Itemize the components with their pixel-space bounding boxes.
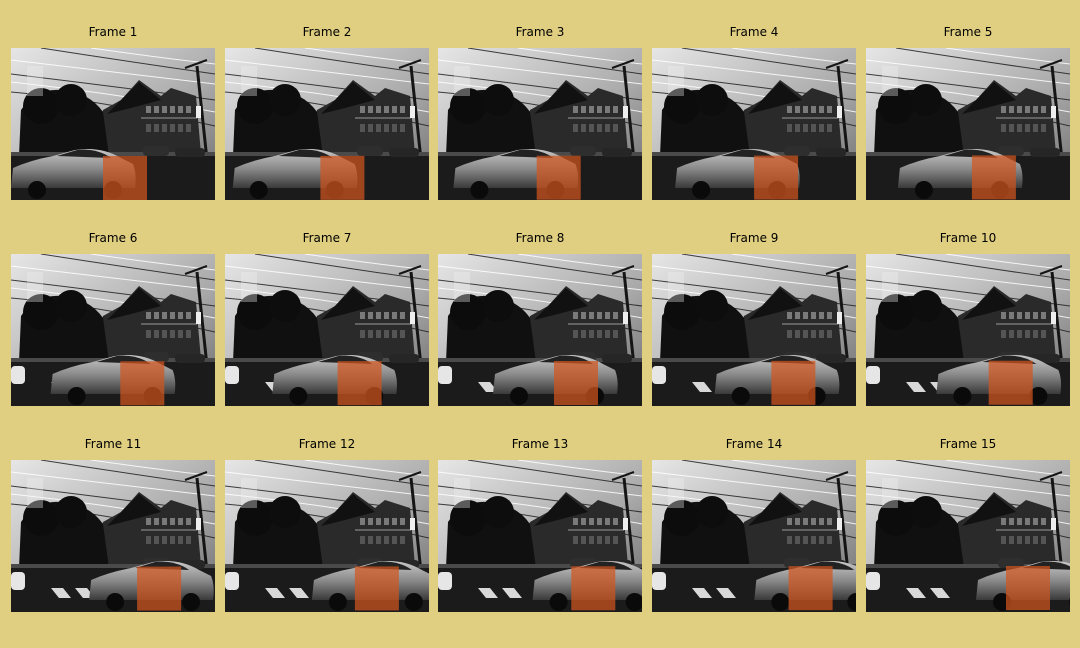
tracking-box xyxy=(137,566,182,611)
frame-title: Frame 3 xyxy=(515,25,565,39)
tracking-box xyxy=(1006,566,1050,610)
tracking-box xyxy=(120,361,165,406)
street-photo xyxy=(866,48,1070,200)
frame-title: Frame 6 xyxy=(88,231,138,245)
frame-title: Frame 15 xyxy=(939,437,997,451)
street-photo xyxy=(438,460,642,612)
street-photo xyxy=(866,460,1070,612)
tracking-box xyxy=(103,156,147,200)
frame-title: Frame 13 xyxy=(511,437,569,451)
tracking-box xyxy=(554,361,598,405)
frame-title: Frame 1 xyxy=(88,25,138,39)
tracking-box xyxy=(571,566,616,611)
frame-title: Frame 4 xyxy=(729,25,779,39)
street-photo xyxy=(652,254,856,406)
frame-title: Frame 9 xyxy=(729,231,779,245)
frame-title: Frame 5 xyxy=(943,25,993,39)
tracking-box xyxy=(971,155,1016,200)
tracking-box xyxy=(320,155,365,200)
street-photo xyxy=(438,48,642,200)
street-photo xyxy=(11,254,215,406)
street-photo xyxy=(11,48,215,200)
frame-title: Frame 7 xyxy=(302,231,352,245)
tracking-box xyxy=(536,155,581,200)
street-photo xyxy=(225,48,429,200)
street-photo xyxy=(866,254,1070,406)
tracking-box xyxy=(337,361,382,406)
tracking-box xyxy=(988,360,1033,405)
street-photo xyxy=(225,254,429,406)
frame-title: Frame 11 xyxy=(84,437,142,451)
frame-title: Frame 12 xyxy=(298,437,356,451)
street-photo xyxy=(652,48,856,200)
street-photo xyxy=(11,460,215,612)
frame-title: Frame 2 xyxy=(302,25,352,39)
street-photo xyxy=(652,460,856,612)
tracking-box xyxy=(754,155,799,200)
frame-title: Frame 14 xyxy=(725,437,783,451)
tracking-box xyxy=(354,566,399,611)
frame-title: Frame 10 xyxy=(939,231,997,245)
tracking-box xyxy=(788,566,833,611)
frame-title: Frame 8 xyxy=(515,231,565,245)
street-photo xyxy=(225,460,429,612)
tracking-box xyxy=(771,360,816,405)
street-photo xyxy=(438,254,642,406)
